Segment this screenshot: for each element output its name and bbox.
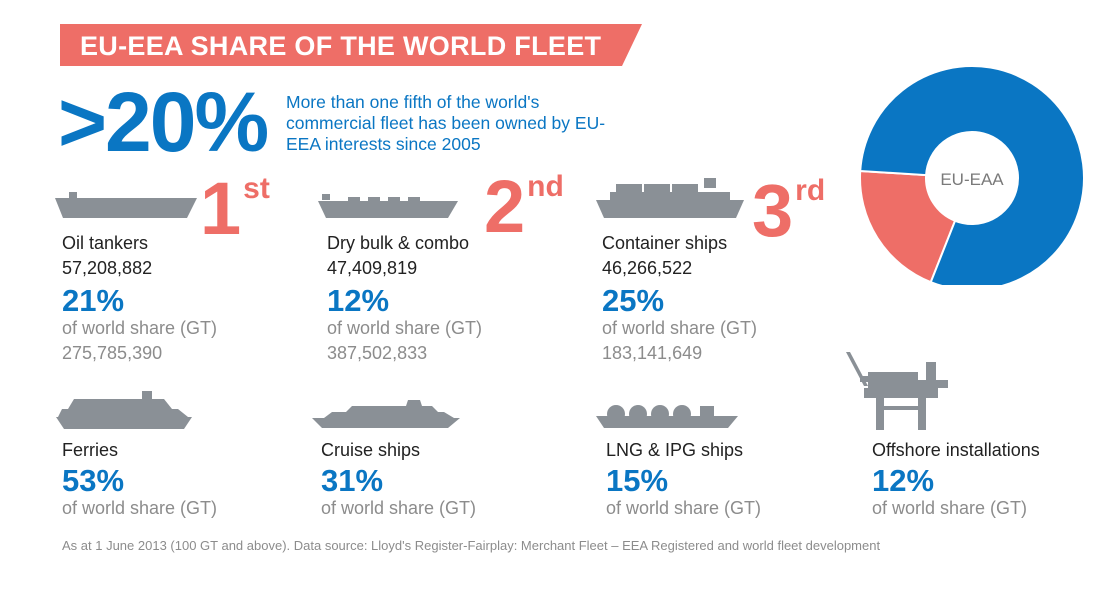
share-dry-bulk: 12% <box>327 283 390 318</box>
oil-tanker-icon <box>55 192 197 218</box>
share-label-cruise-ships: of world share (GT) <box>321 498 477 518</box>
rank-second: 2nd <box>484 165 564 248</box>
share-lng-ships: 15% <box>606 463 669 498</box>
share-label-lng-ships: of world share (GT) <box>606 498 762 518</box>
share-label-dry-bulk: of world share (GT) <box>327 318 483 338</box>
share-label-oil-tankers: of world share (GT) <box>62 318 218 338</box>
world-gt-oil-tankers: 275,785,390 <box>62 343 163 363</box>
ferry-icon <box>56 391 192 429</box>
world-gt-container-ships: 183,141,649 <box>602 343 703 363</box>
world-gt-dry-bulk: 387,502,833 <box>327 343 428 363</box>
rank-third: 3rd <box>752 169 826 252</box>
category-name-oil-tankers: Oil tankers <box>62 233 149 253</box>
share-cruise-ships: 31% <box>321 463 384 498</box>
category-name-lng-ships: LNG & IPG ships <box>606 440 744 460</box>
donut-slice-0 <box>859 169 957 284</box>
cruise-ship-icon <box>312 400 460 428</box>
donut-slice-1 <box>859 65 1085 291</box>
category-name-ferries: Ferries <box>62 440 119 460</box>
footnote: As at 1 June 2013 (100 GT and above). Da… <box>62 538 881 553</box>
donut-center-label: EU-EAA <box>940 170 1004 189</box>
category-name-container-ships: Container ships <box>602 233 728 253</box>
title-banner-shape <box>60 24 642 66</box>
dry-bulk-ship-icon <box>318 194 458 218</box>
donut-svg <box>859 65 1085 291</box>
headline-percent: >20% <box>58 75 269 169</box>
title-banner: EU-EEA SHARE OF THE WORLD FLEET <box>60 24 642 66</box>
rank-first: 1st <box>200 167 270 250</box>
offshore-platform-icon <box>846 352 948 430</box>
category-name-cruise-ships: Cruise ships <box>321 440 421 460</box>
share-offshore: 12% <box>872 463 935 498</box>
share-ferries: 53% <box>62 463 125 498</box>
category-name-offshore: Offshore installations <box>872 440 1040 460</box>
share-label-ferries: of world share (GT) <box>62 498 218 518</box>
page-title: EU-EEA SHARE OF THE WORLD FLEET <box>80 31 602 61</box>
lng-ship-icon <box>596 405 738 428</box>
category-name-dry-bulk: Dry bulk & combo <box>327 233 470 253</box>
eu-gt-oil-tankers: 57,208,882 <box>62 258 153 278</box>
share-container-ships: 25% <box>602 283 665 318</box>
eu-gt-dry-bulk: 47,409,819 <box>327 258 418 278</box>
container-ship-icon <box>596 178 744 218</box>
share-oil-tankers: 21% <box>62 283 125 318</box>
headline-description: More than one fifth of the world's comme… <box>286 92 606 154</box>
share-label-container-ships: of world share (GT) <box>602 318 758 338</box>
eu-gt-container-ships: 46,266,522 <box>602 258 693 278</box>
share-label-offshore: of world share (GT) <box>872 498 1028 518</box>
share-donut-chart: EU-EAA <box>859 35 1085 291</box>
